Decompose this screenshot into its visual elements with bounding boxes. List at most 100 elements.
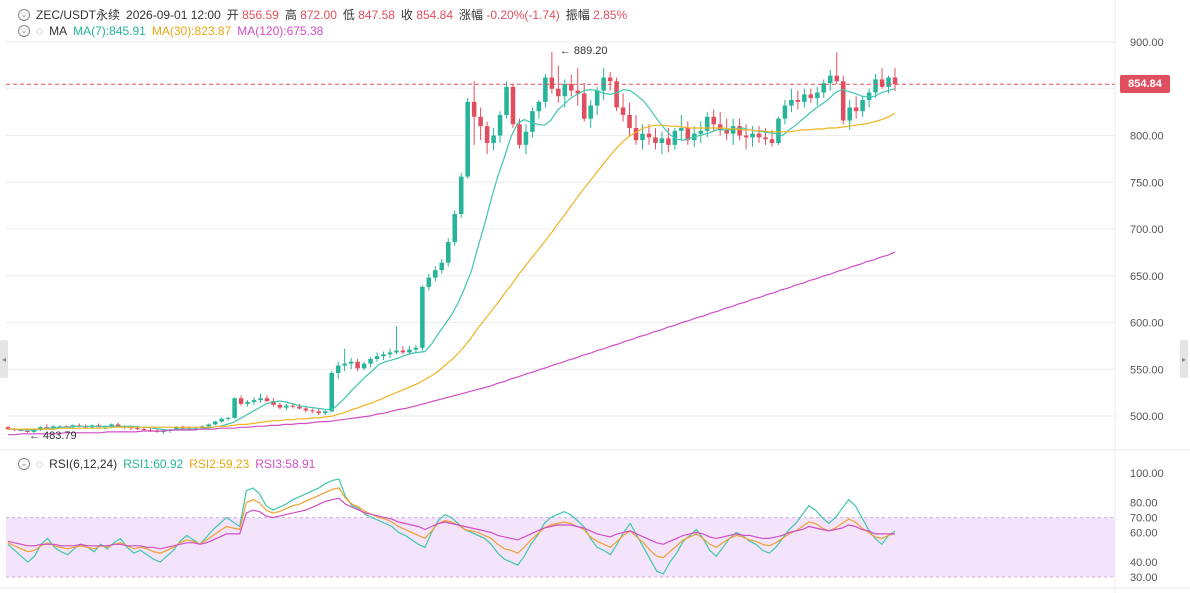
ma30-line — [8, 112, 896, 430]
candle-body — [549, 77, 555, 89]
candle-body — [569, 84, 574, 91]
candle-body — [381, 354, 386, 357]
candle-body — [452, 214, 458, 243]
candle-body — [297, 406, 302, 409]
candle-body — [413, 347, 419, 350]
low-label: 低 — [342, 8, 355, 22]
candle-body — [536, 101, 542, 112]
y-tick-label: 750.00 — [1130, 177, 1164, 189]
candle-body — [873, 79, 878, 93]
candle-body — [225, 417, 231, 419]
candle-body — [659, 138, 665, 143]
candle-body — [322, 411, 328, 414]
candle-body — [640, 133, 645, 141]
high-label: 高 — [284, 8, 297, 22]
candle-body — [795, 99, 801, 102]
close-label: 收 — [400, 8, 413, 22]
y-tick-label: 500.00 — [1130, 411, 1164, 423]
candle-body — [458, 176, 464, 215]
eye-icon[interactable]: ◌ — [36, 457, 44, 471]
ma30-legend: MA(30):823.87 — [151, 24, 232, 38]
candle-body — [892, 77, 898, 85]
eye-icon[interactable]: ◌ — [36, 24, 44, 38]
candle-body — [445, 242, 451, 263]
candle-body — [212, 421, 218, 425]
candle-body — [886, 77, 891, 87]
candle-body — [504, 86, 509, 115]
candle-body — [141, 429, 147, 431]
candle-body — [374, 356, 380, 359]
ma7-legend: MA(7):845.91 — [73, 24, 146, 38]
y-tick-label: 700.00 — [1130, 224, 1164, 236]
candle-body — [433, 270, 438, 278]
candle-body — [271, 401, 276, 405]
low-annotation: ← 483.79 — [29, 430, 77, 442]
candle-body — [394, 350, 399, 353]
rsi3-legend: RSI3:58.91 — [255, 457, 316, 471]
ma-label: MA — [49, 24, 68, 38]
candle-body — [258, 398, 263, 401]
chevron-left-icon[interactable]: ◂ — [0, 340, 8, 378]
change-label: 涨幅 — [459, 8, 484, 22]
candle-body — [530, 111, 535, 132]
low-value: 847.58 — [358, 8, 395, 22]
candle-body — [711, 116, 716, 125]
candle-body — [789, 99, 794, 106]
ohlc-header: ⌄ ZEC/USDT永续 2026-09-01 12:00 开 856.59 高… — [18, 6, 627, 23]
candle-body — [465, 101, 470, 177]
candle-body — [109, 424, 114, 427]
candle-body — [769, 139, 775, 143]
rsi-band — [6, 517, 1115, 577]
candle-body — [666, 138, 671, 145]
amplitude-label: 振幅 — [565, 8, 590, 22]
candle-body — [698, 130, 704, 134]
candle-body — [303, 408, 309, 411]
candle-body — [174, 427, 179, 431]
candle-body — [627, 114, 632, 129]
candle-body — [685, 128, 691, 141]
candle-body — [879, 79, 885, 87]
candle-body — [135, 428, 140, 430]
candle-body — [646, 133, 652, 138]
ma120-legend: MA(120):675.38 — [237, 24, 324, 38]
candle-body — [581, 93, 587, 119]
candle-body — [478, 116, 483, 127]
candle-body — [717, 124, 723, 130]
candle-body — [834, 75, 839, 82]
candle-body — [400, 350, 406, 353]
candle-body — [679, 128, 684, 131]
candle-body — [368, 358, 373, 364]
candle-body — [523, 131, 529, 145]
rsi-tick-label: 40.00 — [1130, 557, 1158, 569]
candle-body — [840, 81, 846, 121]
chevron-right-icon[interactable]: ▸ — [1180, 340, 1188, 378]
high-value: 872.00 — [300, 8, 337, 22]
candle-body — [743, 135, 749, 138]
rsi3-line — [7, 497, 896, 550]
rsi-legend: ⌄ ◌ RSI(6,12,24) RSI1:60.92 RSI2:59.23 R… — [18, 457, 315, 471]
symbol-label: ZEC/USDT永续 — [36, 8, 121, 22]
ma-legend: ⌄ ◌ MA MA(7):845.91 MA(30):823.87 MA(120… — [18, 24, 323, 38]
candle-body — [620, 107, 626, 115]
rsi-tick-label: 60.00 — [1130, 527, 1158, 539]
candle-body — [407, 349, 412, 353]
candle-body — [614, 81, 619, 108]
candle-body — [355, 361, 360, 369]
candle-body — [348, 361, 354, 364]
candle-body — [776, 118, 781, 143]
candle-body — [232, 398, 237, 418]
candle-body — [439, 262, 445, 271]
rsi1-legend: RSI1:60.92 — [123, 457, 184, 471]
candle-body — [556, 88, 561, 97]
candle-body — [543, 77, 548, 102]
candle-body — [329, 372, 334, 412]
chevron-circle-icon[interactable]: ⌄ — [18, 458, 30, 470]
candle-body — [588, 105, 593, 119]
rsi-tick-label: 100.00 — [1130, 468, 1164, 480]
chevron-circle-icon[interactable]: ⌄ — [18, 8, 30, 21]
rsi-tick-label: 80.00 — [1130, 498, 1158, 510]
change-value: -0.20%(-1.74) — [486, 8, 560, 22]
candle-body — [594, 90, 600, 106]
chevron-circle-icon[interactable]: ⌄ — [18, 25, 30, 37]
